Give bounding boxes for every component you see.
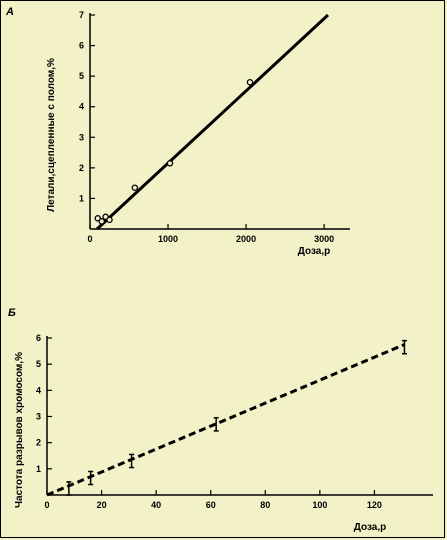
chart-a-axes xyxy=(89,13,350,230)
chart-b-x-tick-label: 120 xyxy=(367,500,382,510)
panel-b-label: Б xyxy=(8,307,16,319)
chart-a-x-tick-label: 1000 xyxy=(158,234,178,244)
chart-a-y-tick-label: 6 xyxy=(79,41,84,51)
chart-b-y-tick-label: 4 xyxy=(36,385,41,395)
chart-b-fit-line xyxy=(46,343,406,497)
chart-a-y-tick-label: 1 xyxy=(79,193,84,203)
chart-a-fit-line xyxy=(96,13,330,231)
chart-a-data-point xyxy=(246,79,254,86)
chart-a: А Летали,сцепленные с полом,% Доза,р 1 2 3… xyxy=(5,6,350,257)
panel-a-label: А xyxy=(5,6,14,18)
chart-a-y-tick-label: 3 xyxy=(79,132,84,142)
chart-b-ylabel: Частота разрывов хромосом,% xyxy=(14,352,25,508)
chart-a-data-point xyxy=(131,184,139,191)
chart-a-y-tick-label: 7 xyxy=(79,10,84,20)
chart-a-y-tick-label: 5 xyxy=(79,71,84,81)
chart-b-x-tick-label: 80 xyxy=(260,500,270,510)
chart-b-y-tick-label: 6 xyxy=(36,333,41,343)
chart-b-xlabel: Доза,р xyxy=(354,522,387,533)
chart-b-x-tick-label: 20 xyxy=(97,500,107,510)
chart-a-x-tick-label: 2000 xyxy=(236,234,256,244)
chart-b-error-point xyxy=(88,470,94,486)
chart-b-regression-line xyxy=(46,343,406,497)
chart-b-y-tick-label: 5 xyxy=(36,359,41,369)
chart-a-ylabel: Летали,сцепленные с полом,% xyxy=(46,58,57,212)
chart-a-data-point xyxy=(98,218,105,225)
chart-a-y-tick-label: 4 xyxy=(79,102,84,112)
chart-b-error-point xyxy=(213,417,219,432)
chart-b-x-tick-label: 100 xyxy=(312,500,327,510)
chart-a-ticks: 1 2 3 4 5 6 7 0 1000 2000 3000 xyxy=(79,10,334,244)
chart-b-x-tick-label: 60 xyxy=(206,500,216,510)
chart-a-points xyxy=(94,79,254,225)
chart-a-data-point xyxy=(106,216,113,224)
chart-b-y-tick-label: 3 xyxy=(36,412,41,422)
chart-b-y-tick-label: 2 xyxy=(36,438,41,448)
chart-b-points xyxy=(66,339,407,496)
chart-b-x-tick-label: 0 xyxy=(44,500,49,510)
chart-a-xlabel: Доза,р xyxy=(298,246,331,257)
chart-a-data-point xyxy=(166,160,174,167)
chart-a-y-tick-label: 2 xyxy=(79,163,84,173)
chart-b-x-tick-label: 40 xyxy=(151,500,161,510)
chart-b-error-point xyxy=(66,481,72,496)
chart-a-x-tick-label: 0 xyxy=(87,234,92,244)
chart-b-error-point xyxy=(401,339,407,355)
chart-a-regression-line xyxy=(96,13,330,231)
chart-a-x-tick-label: 3000 xyxy=(314,234,334,244)
chart-b-axes xyxy=(46,336,433,496)
chart-b-y-tick-label: 1 xyxy=(36,464,41,474)
chart-b-error-point xyxy=(129,453,135,469)
